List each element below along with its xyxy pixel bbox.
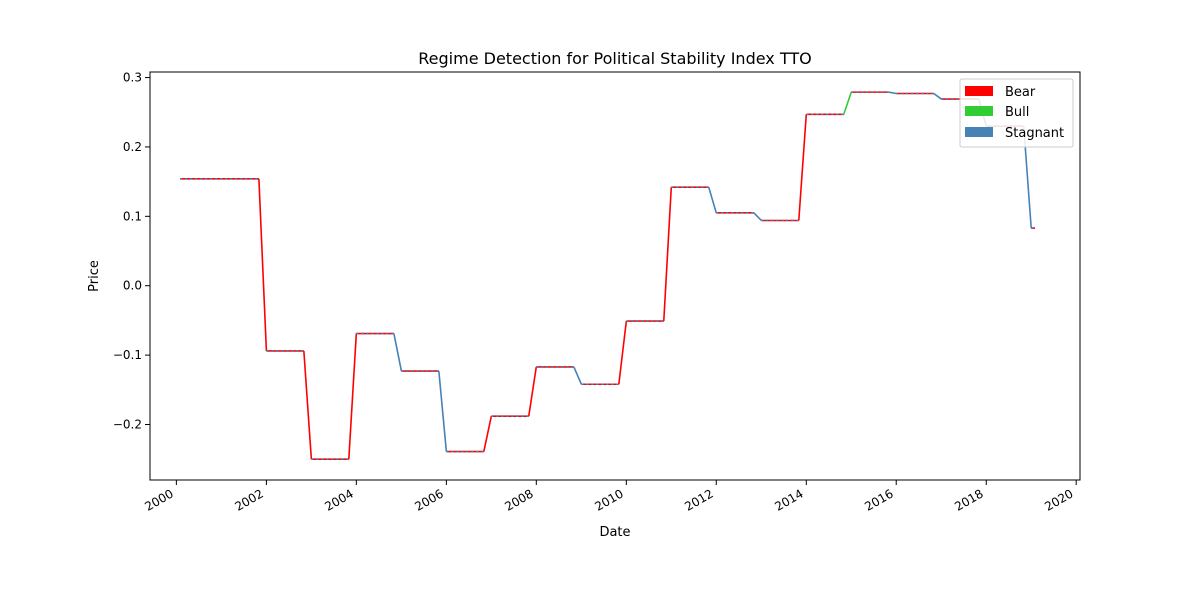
plot-area	[180, 91, 1036, 460]
legend: Bear Bull Stagnant	[959, 78, 1074, 148]
chart-title: Regime Detection for Political Stability…	[418, 49, 811, 68]
y-tick-label: 0.2	[123, 140, 142, 154]
regime-segment-stagnant	[888, 91, 897, 95]
regime-segment-bear	[258, 178, 268, 351]
legend-label-bear: Bear	[1005, 85, 1036, 100]
regime-segment-stagnant	[933, 92, 942, 100]
x-tick-label: 2018	[952, 486, 985, 513]
regime-segment-stagnant	[573, 366, 583, 385]
x-axis-label: Date	[599, 525, 630, 540]
y-tick-label: 0.1	[123, 209, 142, 223]
regime-segment-bear	[662, 187, 673, 322]
regime-segment-bear	[527, 366, 538, 417]
regime-segment-stagnant	[393, 333, 403, 372]
x-tick-label: 2000	[142, 486, 175, 513]
regime-segment-stagnant	[753, 212, 762, 222]
y-tick-label: −0.2	[113, 417, 142, 431]
legend-swatch-bear	[965, 86, 993, 96]
y-tick-label: 0.3	[123, 71, 142, 85]
regime-segment-bear	[348, 333, 358, 460]
x-tick-label: 2004	[322, 486, 355, 513]
y-tick-label: 0.0	[123, 279, 142, 293]
regime-segment-bear	[618, 321, 628, 385]
legend-swatch-bull	[965, 106, 993, 116]
axes-frame	[149, 71, 1081, 481]
x-tick-label: 2002	[232, 486, 265, 513]
legend-label-stagnant: Stagnant	[1005, 126, 1064, 141]
axis-ticks: 2000 2002 2004 2006 2008 2010 2012 2014 2016 2018…	[113, 71, 1077, 514]
x-tick-label: 2020	[1042, 486, 1075, 513]
regime-segment-bull	[842, 91, 853, 115]
y-tick-label: −0.1	[113, 348, 142, 362]
regime-segment-bear	[303, 350, 313, 460]
regime-segment-bear	[483, 415, 493, 452]
x-tick-label: 2016	[862, 486, 895, 513]
x-tick-label: 2006	[412, 486, 445, 513]
y-axis-label: Price	[87, 260, 102, 292]
x-tick-label: 2012	[682, 486, 715, 513]
regime-segment-bear	[797, 114, 808, 221]
regime-segment-stagnant	[438, 370, 448, 452]
legend-label-bull: Bull	[1005, 105, 1029, 120]
legend-swatch-stagnant	[965, 127, 993, 137]
x-tick-label: 2010	[592, 486, 625, 513]
regime-segment-stagnant	[707, 186, 718, 214]
x-tick-label: 2008	[502, 486, 535, 513]
x-tick-label: 2014	[772, 486, 805, 513]
